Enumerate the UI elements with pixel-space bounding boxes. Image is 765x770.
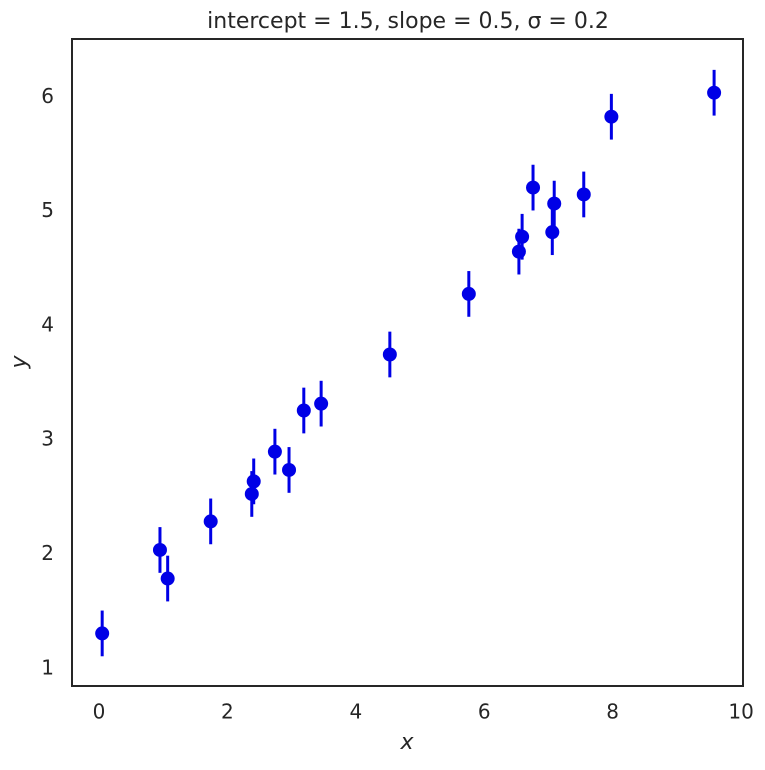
x-tick-label: 10 — [728, 700, 753, 724]
x-tick-label: 8 — [606, 700, 619, 724]
data-point — [246, 474, 261, 489]
y-axis-label: y — [7, 355, 32, 370]
data-point — [545, 225, 560, 240]
y-tick-label: 2 — [41, 541, 54, 565]
x-tick-label: 6 — [478, 700, 491, 724]
y-tick-label: 3 — [41, 427, 54, 451]
data-point — [314, 396, 329, 411]
data-point — [203, 514, 218, 529]
y-tick-label: 4 — [41, 312, 54, 336]
data-point — [282, 462, 297, 477]
data-point — [526, 180, 541, 195]
data-point — [296, 403, 311, 418]
data-point — [382, 347, 397, 362]
data-point — [576, 187, 591, 202]
data-point — [95, 626, 110, 641]
y-tick-label: 5 — [41, 198, 54, 222]
data-point — [515, 229, 530, 244]
chart-title: intercept = 1.5, slope = 0.5, σ = 0.2 — [207, 9, 609, 34]
data-point — [152, 542, 167, 557]
x-tick-label: 4 — [349, 700, 362, 724]
data-point — [160, 571, 175, 586]
x-tick-label: 0 — [93, 700, 106, 724]
plot-frame — [71, 38, 744, 687]
data-point — [511, 244, 526, 259]
data-point — [461, 286, 476, 301]
data-point — [604, 109, 619, 124]
x-tick-label: 2 — [221, 700, 234, 724]
y-tick-label: 6 — [41, 84, 54, 108]
x-axis-label: x — [399, 730, 414, 755]
data-point — [547, 196, 562, 211]
data-point — [707, 85, 722, 100]
y-tick-label: 1 — [41, 655, 54, 679]
data-point — [267, 444, 282, 459]
data-point — [244, 486, 259, 501]
